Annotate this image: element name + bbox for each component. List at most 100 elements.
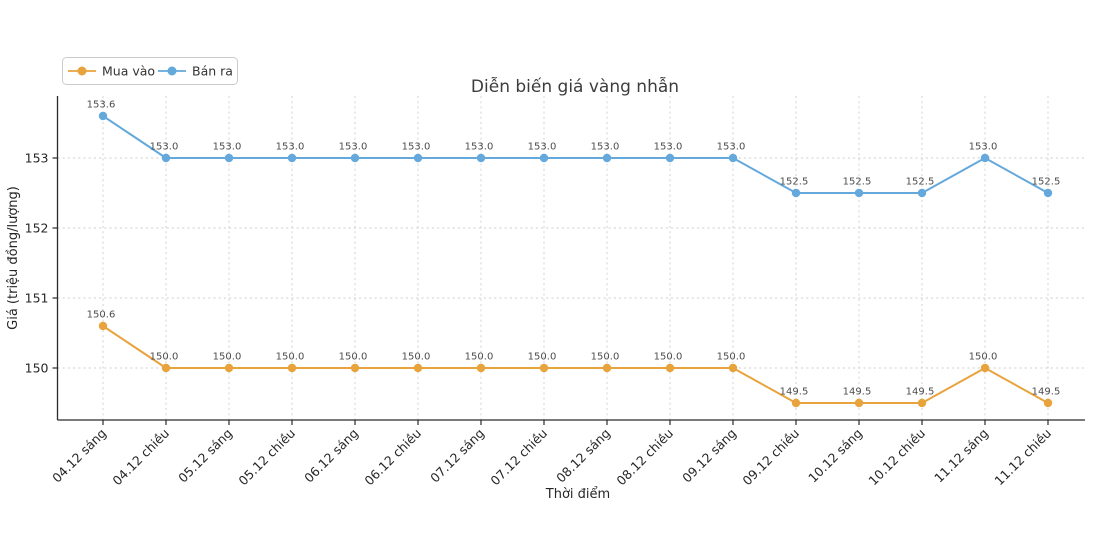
data-point	[476, 363, 486, 373]
legend-label-1: Bán ra	[192, 64, 233, 79]
legend-box	[62, 57, 238, 85]
data-point-label: 149.5	[843, 387, 872, 398]
axes-layer: 150 151 152 153 04.12 sáng 04.12 chiều 05.12 s…	[25, 96, 1085, 488]
data-point-label: 150.0	[339, 352, 368, 363]
data-point	[728, 363, 738, 373]
legend-marker-0	[77, 66, 87, 76]
x-tick-label: 08.12 chiều	[613, 426, 676, 489]
x-tick-label: 05.12 sáng	[175, 426, 235, 486]
y-tick-label: 150	[25, 361, 49, 376]
data-point-label: 152.5	[906, 177, 935, 188]
data-point-label: 153.0	[591, 142, 620, 153]
x-tick-label: 11.12 sáng	[931, 426, 991, 486]
data-point-label: 150.0	[969, 352, 998, 363]
data-point-label: 153.6	[87, 100, 116, 111]
data-point	[224, 363, 234, 373]
data-point-label: 153.0	[654, 142, 683, 153]
series-line-0	[102, 325, 1049, 404]
data-point	[665, 153, 675, 163]
x-tick-label: 04.12 chiều	[109, 426, 172, 489]
data-point	[791, 188, 801, 198]
data-point	[980, 153, 990, 163]
data-point-label: 153.0	[150, 142, 179, 153]
x-tick-label: 10.12 chiều	[865, 426, 928, 489]
data-point	[161, 153, 171, 163]
data-point-label: 150.0	[276, 352, 305, 363]
data-point-label: 152.5	[780, 177, 809, 188]
data-point-label: 150.0	[402, 352, 431, 363]
chart-title: Diễn biến giá vàng nhẫn	[471, 76, 679, 97]
data-point-label: 149.5	[780, 387, 809, 398]
x-tick-label: 07.12 sáng	[427, 426, 487, 486]
data-point	[539, 363, 549, 373]
data-point	[980, 363, 990, 373]
legend-marker-1	[167, 66, 177, 76]
data-point-label: 150.0	[654, 352, 683, 363]
data-point	[539, 153, 549, 163]
data-point	[791, 398, 801, 408]
data-point-label: 150.0	[717, 352, 746, 363]
x-tick-label: 06.12 sáng	[301, 426, 361, 486]
data-point	[413, 363, 423, 373]
data-point-label: 149.5	[906, 387, 935, 398]
data-point	[1043, 398, 1053, 408]
grid-layer	[57, 96, 1085, 420]
data-point-label: 153.0	[969, 142, 998, 153]
x-tick-label: 09.12 sáng	[679, 426, 739, 486]
data-point	[98, 111, 108, 121]
y-tick-label: 153	[25, 151, 49, 166]
x-tick-label: 07.12 chiều	[487, 426, 550, 489]
data-point-label: 152.5	[1032, 177, 1061, 188]
data-point-label: 153.0	[339, 142, 368, 153]
legend: Mua vào Bán ra	[62, 57, 238, 85]
x-tick-label: 04.12 sáng	[49, 426, 109, 486]
data-point-label: 152.5	[843, 177, 872, 188]
x-tick-label: 06.12 chiều	[361, 426, 424, 489]
data-point	[854, 398, 864, 408]
data-point-label: 153.0	[276, 142, 305, 153]
legend-label-0: Mua vào	[102, 64, 155, 79]
data-point-label: 149.5	[1032, 387, 1061, 398]
data-point	[1043, 188, 1053, 198]
data-point-label: 150.0	[213, 352, 242, 363]
data-point-label: 150.0	[150, 352, 179, 363]
data-point	[161, 363, 171, 373]
series-layer: 150.6 150.0 150.0 150.0 150.0 150.0 150.0 150.0…	[87, 100, 1061, 408]
data-point-label: 153.0	[465, 142, 494, 153]
data-point	[917, 398, 927, 408]
data-point	[413, 153, 423, 163]
data-point-label: 150.0	[528, 352, 557, 363]
y-tick-label: 152	[25, 221, 49, 236]
data-point	[287, 153, 297, 163]
y-axis-label: Giá (triệu đồng/lượng)	[6, 186, 21, 330]
y-tick-label: 151	[25, 291, 49, 306]
data-point	[224, 153, 234, 163]
data-point-label: 150.0	[465, 352, 494, 363]
x-tick-label: 10.12 sáng	[805, 426, 865, 486]
data-point-label: 153.0	[528, 142, 557, 153]
data-point	[854, 188, 864, 198]
x-tick-label: 09.12 chiều	[739, 426, 802, 489]
data-point	[602, 363, 612, 373]
x-tick-label: 11.12 chiều	[991, 426, 1054, 489]
x-tick-label: 08.12 sáng	[553, 426, 613, 486]
x-tick-label: 05.12 chiều	[235, 426, 298, 489]
data-point	[350, 153, 360, 163]
data-point	[476, 153, 486, 163]
data-point-label: 153.0	[213, 142, 242, 153]
data-point	[287, 363, 297, 373]
series-line-1	[102, 115, 1049, 194]
data-point-label: 150.6	[87, 310, 116, 321]
data-point-label: 153.0	[402, 142, 431, 153]
data-point	[350, 363, 360, 373]
data-point-label: 153.0	[717, 142, 746, 153]
data-point	[728, 153, 738, 163]
x-axis-label: Thời điểm	[545, 487, 610, 502]
data-point-label: 150.0	[591, 352, 620, 363]
data-point	[917, 188, 927, 198]
data-point	[602, 153, 612, 163]
data-point	[98, 321, 108, 331]
data-point	[665, 363, 675, 373]
